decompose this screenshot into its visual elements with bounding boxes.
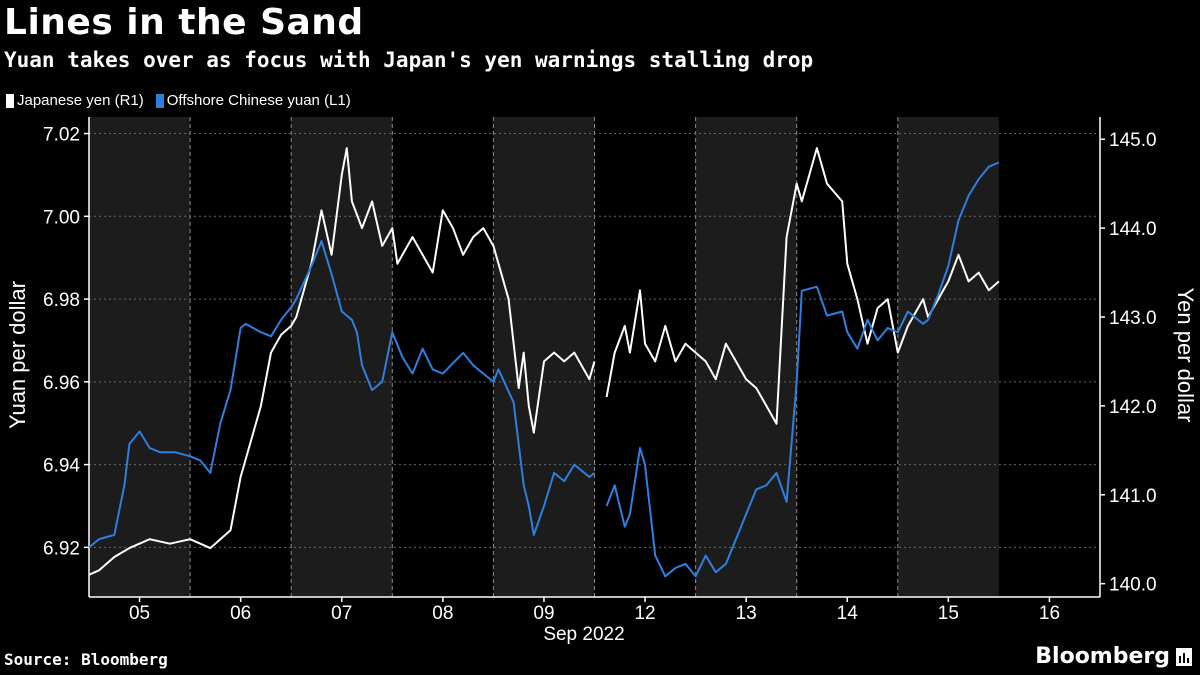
x-tick-label: 15: [938, 603, 959, 624]
x-tick-label: 13: [736, 603, 757, 624]
shade-band-13: [695, 117, 797, 597]
x-tick-label: 12: [634, 603, 655, 624]
x-tick-label: 06: [230, 603, 251, 624]
y-left-tick-label: 6.94: [43, 456, 80, 477]
x-tick-label: 09: [533, 603, 554, 624]
shaded-day-bands: [89, 117, 999, 597]
legend-label-yuan: Offshore Chinese yuan (L1): [166, 92, 351, 109]
y-right-tick-label: 144.0: [1109, 219, 1157, 240]
x-tick-label: 08: [432, 603, 453, 624]
y-axis-right-title: Yen per dollar: [1173, 288, 1198, 423]
x-tick-label: 05: [129, 603, 150, 624]
legend-swatch-yuan: [155, 93, 164, 108]
y-left-tick-label: 7.00: [43, 207, 80, 228]
shade-band-09: [493, 117, 595, 597]
y-left-tick-label: 6.96: [43, 373, 80, 394]
legend-label-yen: Japanese yen (R1): [17, 92, 144, 109]
source-note: Source: Bloomberg: [4, 650, 168, 669]
axes: [84, 117, 1105, 602]
legend-item-yen: Japanese yen (R1): [6, 92, 144, 109]
bloomberg-terminal-icon: [1176, 647, 1192, 666]
y-right-tick-label: 145.0: [1109, 130, 1157, 151]
chart-title: Lines in the Sand: [4, 2, 364, 43]
bloomberg-logo: Bloomberg: [1035, 644, 1192, 669]
series-line-yuan: [88, 161, 1000, 578]
shade-band-15: [897, 117, 999, 597]
y-right-tick-label: 141.0: [1109, 486, 1157, 507]
y-left-tick-label: 7.02: [43, 125, 80, 146]
y-left-tick-label: 6.92: [43, 538, 80, 559]
shade-band-07: [291, 117, 393, 597]
gridlines: [89, 117, 1100, 597]
y-right-tick-label: 140.0: [1109, 575, 1157, 596]
legend-swatch-yen: [6, 93, 14, 108]
y-right-tick-label: 143.0: [1109, 308, 1157, 329]
x-tick-label: 07: [331, 603, 352, 624]
chart-subtitle: Yuan takes over as focus with Japan's ye…: [4, 48, 814, 72]
y-left-tick-label: 6.98: [43, 290, 80, 311]
series-lines: [88, 147, 1000, 578]
legend: Japanese yen (R1) Offshore Chinese yuan …: [6, 92, 363, 109]
x-tick-label: 16: [1039, 603, 1060, 624]
brand-text: Bloomberg: [1035, 644, 1170, 669]
y-right-tick-label: 142.0: [1109, 397, 1157, 418]
y-axis-left-title: Yuan per dollar: [5, 281, 30, 429]
x-axis-title: Sep 2022: [543, 624, 624, 645]
legend-item-yuan: Offshore Chinese yuan (L1): [155, 92, 351, 109]
x-tick-label: 14: [837, 603, 859, 624]
shade-band-05: [89, 117, 191, 597]
tick-labels: 6.92 6.94 6.96 6.98 7.00 7.02 140.0 141.0 142.0 1…: [43, 125, 1157, 624]
